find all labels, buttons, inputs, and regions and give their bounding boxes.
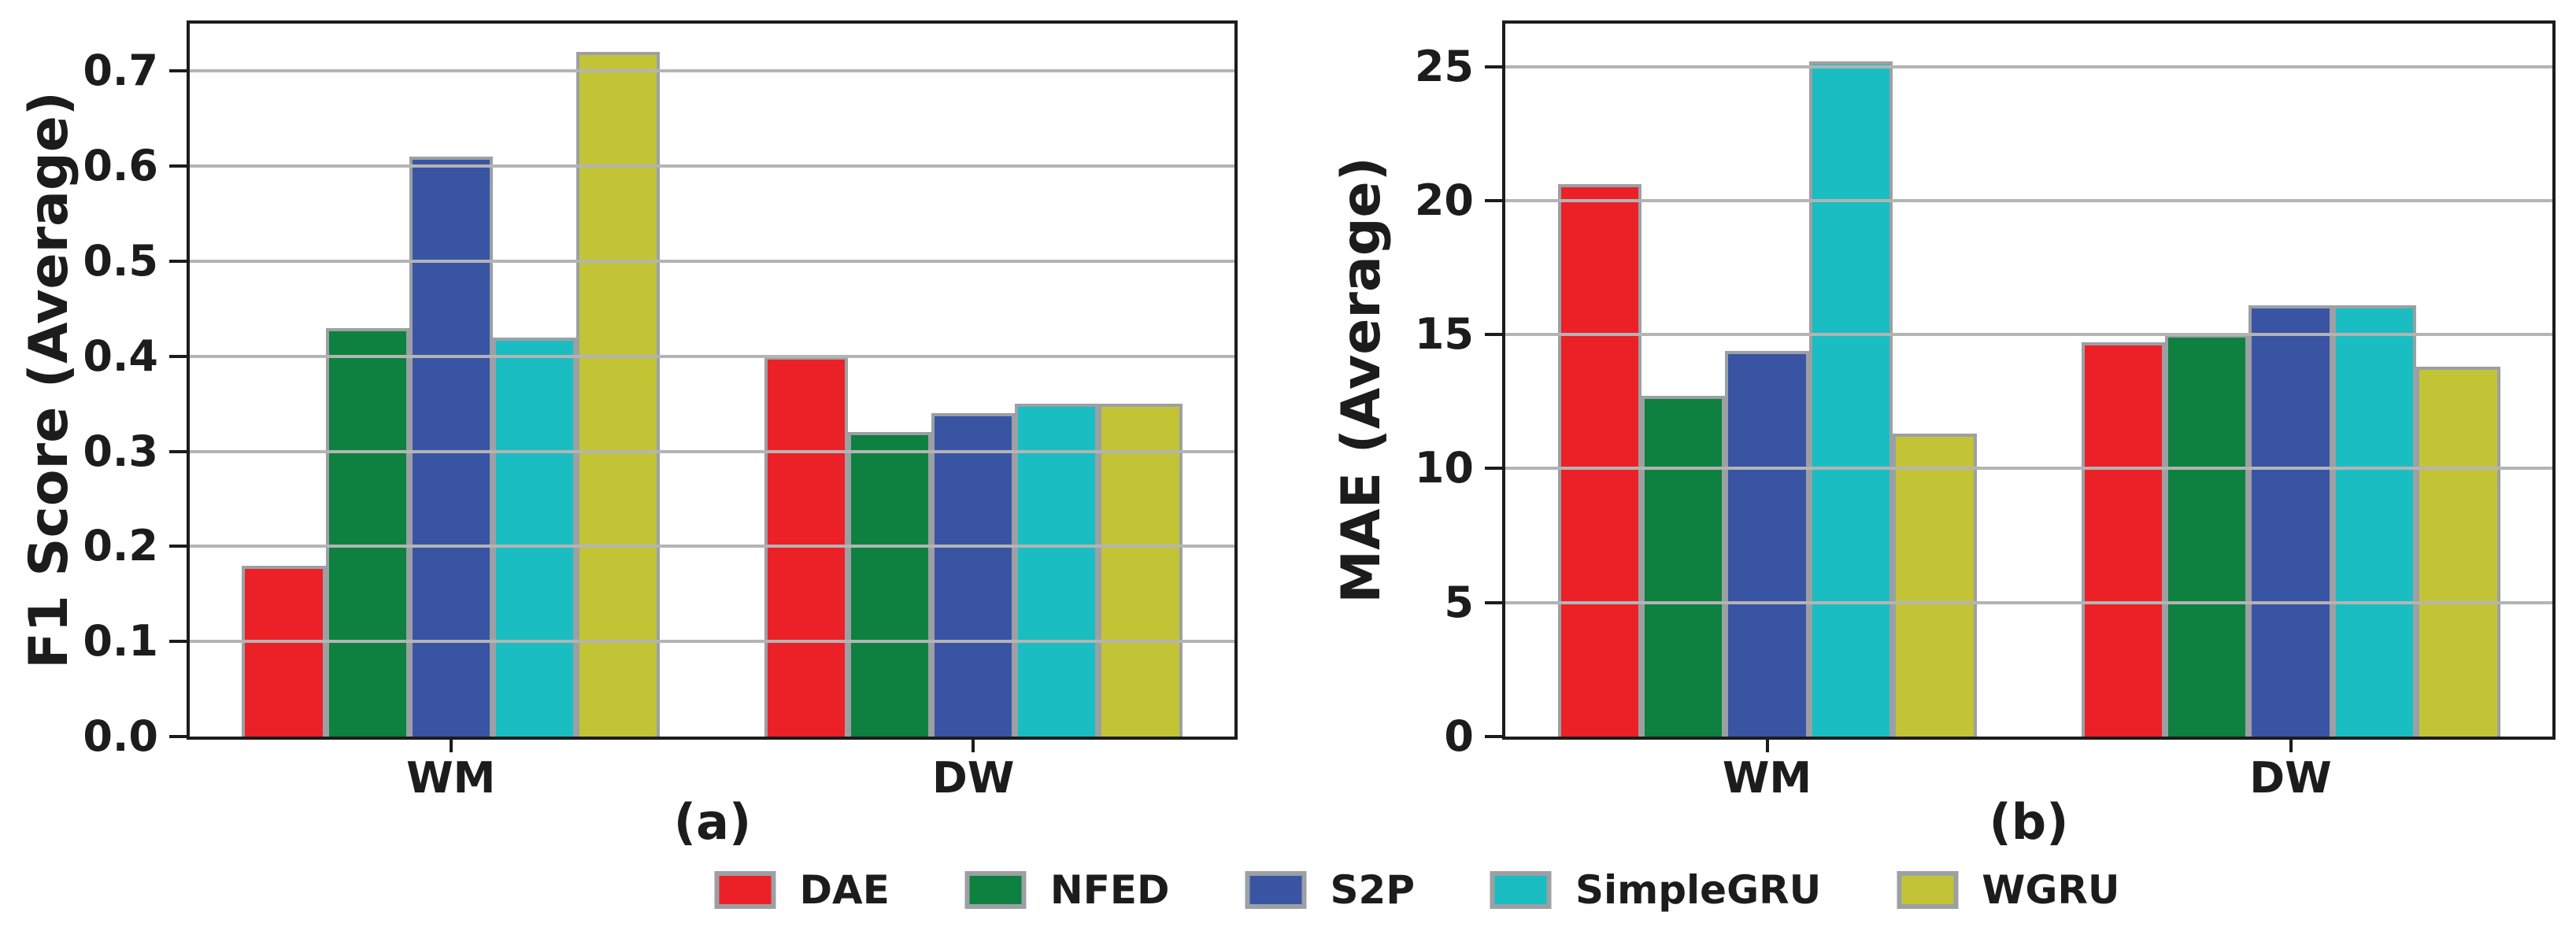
y-tick-label: 0 xyxy=(1444,711,1474,761)
bar-nfed-wm xyxy=(325,327,409,737)
y-tick-label: 0.3 xyxy=(83,426,158,476)
bar-group-dw xyxy=(2081,24,2500,737)
legend-label-s2p: S2P xyxy=(1330,867,1415,913)
y-tick xyxy=(1485,467,1502,471)
y-tick xyxy=(1485,600,1502,604)
panel-caption-b: (b) xyxy=(1989,793,2069,851)
bar-dae-wm xyxy=(242,565,326,737)
y-tick xyxy=(1485,333,1502,337)
y-tick-label: 15 xyxy=(1414,309,1474,360)
y-tick-label: 0.6 xyxy=(83,141,158,191)
y-gridline xyxy=(190,69,1234,73)
legend: DAE NFED S2P SimpleGRU WGRU xyxy=(714,867,2120,913)
legend-item-s2p: S2P xyxy=(1245,870,1415,910)
y-tick xyxy=(169,545,187,548)
legend-item-simplegru: SimpleGRU xyxy=(1490,870,1821,910)
x-tick-label-wm: WM xyxy=(406,753,496,803)
y-gridline xyxy=(190,449,1234,453)
y-tick xyxy=(169,640,187,644)
bar-s2p-wm xyxy=(1725,350,1809,737)
bar-wgru-dw xyxy=(1098,404,1183,737)
bar-simplegru-dw xyxy=(1015,404,1099,737)
y-tick xyxy=(169,69,187,73)
y-gridline xyxy=(190,354,1234,358)
mae-plot-area: MAE (Average) 0 5 10 15 20 25 WM DW xyxy=(1331,20,2556,800)
f1-plot-area: F1 Score (Average) 0.0 0.1 0.2 0.3 0.4 0.5 0.6 0… xyxy=(18,20,1238,800)
bar-nfed-dw xyxy=(2164,334,2249,737)
y-tick xyxy=(169,354,187,358)
panel-caption-a: (a) xyxy=(673,793,752,851)
y-gridline xyxy=(190,640,1234,644)
bar-nfed-wm xyxy=(1641,396,1726,737)
y-tick-label: 0.0 xyxy=(83,711,158,761)
y-gridline xyxy=(1505,467,2552,471)
y-tick-label: 5 xyxy=(1444,577,1474,627)
bar-group-wm xyxy=(1557,24,1977,737)
y-tick xyxy=(1485,735,1502,738)
x-tick xyxy=(2289,740,2293,752)
y-gridline xyxy=(190,260,1234,264)
bar-group-dw xyxy=(764,24,1183,737)
y-tick xyxy=(1485,65,1502,68)
legend-swatch-dae xyxy=(714,871,776,909)
y-tick-label: 20 xyxy=(1414,175,1474,225)
y-tick xyxy=(169,735,187,738)
bar-simplegru-wm xyxy=(1808,61,1893,737)
x-tick xyxy=(972,740,975,752)
y-tick-label: 25 xyxy=(1414,41,1474,91)
y-tick-label: 0.4 xyxy=(83,331,158,381)
legend-swatch-s2p xyxy=(1245,871,1307,909)
x-tick xyxy=(449,740,453,752)
bar-wgru-wm xyxy=(1893,434,1977,737)
legend-item-dae: DAE xyxy=(714,867,890,913)
bar-s2p-wm xyxy=(409,157,493,737)
y-tick xyxy=(1485,198,1502,202)
bar-s2p-dw xyxy=(2248,305,2333,737)
legend-item-nfed: NFED xyxy=(964,867,1170,913)
legend-label-simplegru: SimpleGRU xyxy=(1575,867,1822,913)
legend-swatch-nfed xyxy=(964,871,1027,909)
bar-dae-dw xyxy=(2081,342,2165,737)
x-tick-label-wm: WM xyxy=(1722,753,1812,803)
y-tick-label: 0.7 xyxy=(83,46,158,96)
y-gridline xyxy=(190,164,1234,168)
y-gridline xyxy=(1505,198,2552,202)
bar-s2p-dw xyxy=(931,413,1016,737)
bar-wgru-wm xyxy=(576,52,661,737)
y-tick xyxy=(169,164,187,168)
x-tick-label-dw: DW xyxy=(2249,753,2332,803)
bar-wgru-dw xyxy=(2416,366,2500,737)
legend-label-nfed: NFED xyxy=(1049,867,1170,913)
y-gridline xyxy=(1505,333,2552,337)
legend-label-dae: DAE xyxy=(799,867,890,913)
y-gridline xyxy=(1505,65,2552,68)
legend-swatch-wgru xyxy=(1897,871,1959,909)
y-tick-label: 10 xyxy=(1414,443,1474,493)
legend-swatch-simplegru xyxy=(1490,871,1552,909)
y-tick xyxy=(169,260,187,264)
y-tick-label: 0.5 xyxy=(83,236,158,286)
y-gridline xyxy=(1505,600,2552,604)
y-tick-label: 0.2 xyxy=(83,521,158,571)
x-tick-label-dw: DW xyxy=(932,753,1015,803)
bar-simplegru-wm xyxy=(492,337,576,737)
bar-dae-wm xyxy=(1557,184,1641,737)
bar-group-wm xyxy=(242,24,661,737)
bar-simplegru-dw xyxy=(2332,305,2417,737)
y-axis-label: F1 Score (Average) xyxy=(18,91,80,669)
y-tick-label: 0.1 xyxy=(83,616,158,667)
bar-nfed-dw xyxy=(848,432,932,737)
y-axis-label: MAE (Average) xyxy=(1331,157,1393,604)
y-tick xyxy=(169,449,187,453)
legend-label-wgru: WGRU xyxy=(1982,867,2120,913)
legend-item-wgru: WGRU xyxy=(1897,867,2120,913)
x-tick xyxy=(1765,740,1769,752)
y-gridline xyxy=(190,545,1234,548)
